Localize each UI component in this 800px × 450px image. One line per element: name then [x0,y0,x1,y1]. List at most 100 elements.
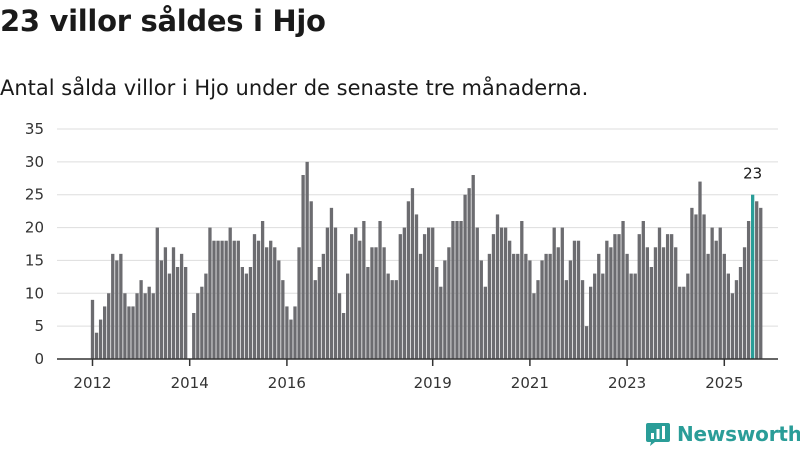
bar [435,267,439,359]
bar [593,273,597,359]
bar [277,260,281,359]
bar [589,286,593,359]
bar [621,221,625,359]
bar [467,188,471,359]
bar [710,227,714,359]
bar [422,234,427,359]
newsworthy-logo-text: Newsworthy [677,422,800,446]
bar [613,234,617,359]
bar [746,221,751,359]
bar [354,227,358,359]
bar [103,306,107,359]
bar [617,234,621,359]
bar [394,280,398,359]
bar [657,227,662,359]
bar [115,260,119,359]
bar [601,273,605,359]
bar [730,293,735,359]
bar [633,273,637,359]
bar [131,306,135,359]
bar [398,234,402,359]
bar [301,175,305,359]
bar [155,227,159,359]
bar [281,280,285,359]
bar [252,234,257,359]
bar [341,313,346,359]
bar [451,221,455,359]
bar [159,260,163,359]
bar [568,260,573,359]
bars [90,161,763,359]
bar [447,247,451,359]
bar [325,227,330,359]
bar [337,293,342,359]
bar [427,227,431,359]
bar [479,260,483,359]
bar [459,221,463,359]
newsworthy-logo[interactable]: Newsworthy [645,419,800,449]
bar [90,299,95,359]
bar [386,273,390,359]
bar [536,280,540,359]
bar [260,221,265,359]
bar [374,247,378,359]
bar [228,227,232,359]
bar [661,247,666,359]
bar [167,273,172,359]
bar [572,240,577,359]
bar [119,253,123,359]
y-tick-label: 30 [25,153,44,171]
bar [694,214,698,359]
bar [463,194,467,359]
bar [564,280,568,359]
bar [576,240,581,359]
bar [580,280,585,359]
bar [370,247,374,359]
bar [431,227,435,359]
x-tick-label: 2012 [73,374,111,392]
bar [645,247,649,359]
bar [759,207,763,359]
bar [455,221,459,359]
bar [540,260,544,359]
bar [637,234,641,359]
bar [516,253,520,359]
bar [107,293,111,359]
bar [406,201,411,359]
y-tick-label: 25 [25,186,44,204]
bar [127,306,131,359]
bar [293,306,297,359]
bar [236,240,240,359]
bar [273,247,277,359]
bar [362,221,366,359]
bar [179,253,184,359]
bar [495,214,500,359]
bar [204,273,208,359]
bar [483,286,487,359]
bar [418,253,423,359]
bar [224,240,228,359]
bar [584,326,589,359]
bar [738,267,743,359]
bar [410,188,415,359]
bar [718,227,722,359]
bar [508,240,512,359]
bar [212,240,216,359]
bar [216,240,220,359]
x-tick-label: 2023 [608,374,646,392]
bar [358,240,362,359]
bar [196,293,200,359]
bar [111,253,115,359]
bar [702,214,706,359]
bar [244,273,249,359]
bar [625,253,629,359]
bar [175,267,180,359]
bar [649,267,654,359]
bar [512,253,516,359]
bar [98,319,103,359]
bar [378,221,382,359]
bar [305,161,309,359]
bar [714,240,718,359]
bar [665,234,670,359]
bar [698,181,702,359]
